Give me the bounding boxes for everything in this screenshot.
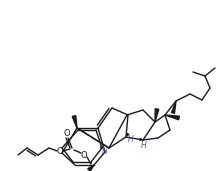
- Polygon shape: [172, 101, 176, 113]
- Polygon shape: [155, 109, 159, 122]
- Text: O: O: [81, 150, 87, 160]
- Text: H: H: [128, 135, 134, 143]
- Text: O: O: [64, 129, 70, 139]
- Text: H: H: [102, 148, 108, 156]
- Text: O: O: [57, 148, 63, 156]
- Text: H: H: [141, 141, 147, 149]
- Polygon shape: [72, 116, 77, 128]
- Polygon shape: [165, 115, 179, 120]
- Polygon shape: [88, 165, 94, 171]
